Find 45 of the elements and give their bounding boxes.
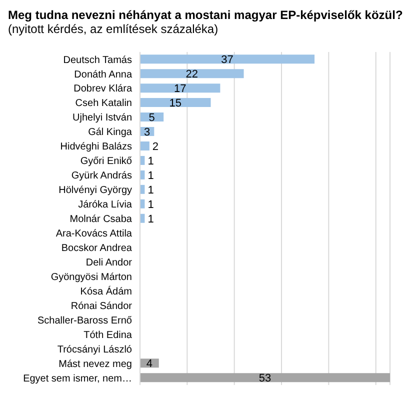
data-label: 22 [186,68,198,81]
data-label: 53 [258,372,272,385]
data-label: 37 [221,54,234,66]
y-tick-label: Rónai Sándor [70,300,133,312]
data-label: 3 [144,126,150,138]
y-tick-label: Schaller-Baross Ernő [38,315,132,326]
data-label: 15 [169,98,182,110]
data-label: 17 [174,83,186,96]
data-label: 1 [148,155,154,168]
data-label: 4 [146,358,152,370]
y-tick-label: Gál Kinga [88,127,132,138]
data-label: 1 [148,213,154,226]
bar [140,84,220,93]
y-tick-label: Trócsányi László [57,344,132,356]
y-tick-label: Gyürk András [71,170,132,182]
y-tick-label: Gyöngyösi Márton [50,272,132,283]
y-tick-label: Deli Andor [86,257,133,268]
y-tick-label: Kósa Ádám [80,285,132,298]
chart-title: Meg tudna nevezni néhányat a mostani magyar EP-képviselők közül? [8,8,404,22]
y-tick-label: Donáth Anna [74,69,132,80]
y-tick-label: Deutsch Tamás [63,54,132,66]
bar [140,141,150,150]
y-tick-label: Járóka Lívia [78,200,132,211]
y-tick-label: Ara-Kovács Attila [56,228,132,240]
data-label: 2 [152,140,159,153]
y-tick-label: Győri Enikő [80,156,132,168]
y-tick-label: Mást nevez meg [58,358,132,370]
y-tick-label: Molnár Csaba [70,214,132,226]
y-tick-label: Bocskor Andrea [61,243,132,254]
y-tick-label: Hölvényi György [58,185,132,196]
data-label: 5 [148,112,155,124]
chart-subtitle: (nyitott kérdés, az említések százaléka) [8,22,220,36]
data-label: 1 [148,170,154,182]
data-label: 1 [148,184,154,196]
y-tick-label: Ujhelyi István [72,112,132,124]
y-tick-label: Egyet sem ismer, nem… [23,373,132,384]
y-tick-label: Hidvéghi Balázs [60,142,132,153]
data-label: 1 [148,198,154,211]
y-tick-label: Tóth Edina [84,330,132,341]
bar [140,98,211,108]
bar [140,54,315,64]
bar [140,373,390,382]
y-tick-label: Cseh Katalin [75,98,132,110]
y-tick-label: Dobrev Klára [74,84,132,95]
bar [140,69,244,78]
